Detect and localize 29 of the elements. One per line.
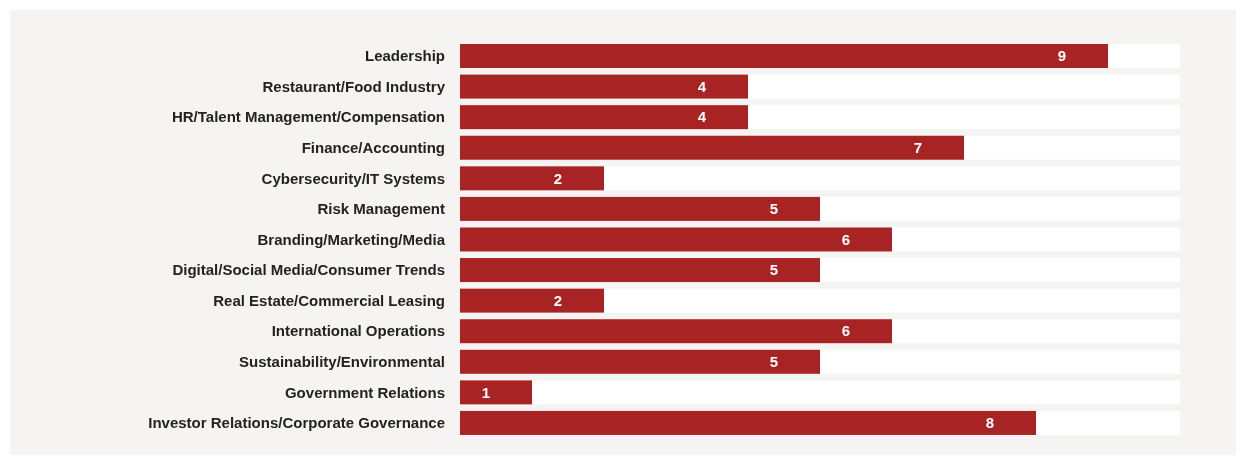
- bar: [460, 380, 532, 405]
- y-tick-label: Risk Management: [317, 200, 445, 218]
- data-label: 4: [697, 108, 707, 126]
- data-label: 5: [769, 261, 779, 279]
- y-tick-label: International Operations: [271, 322, 445, 340]
- y-tick-label: Restaurant/Food Industry: [262, 77, 446, 95]
- y-tick-label: Leadership: [364, 47, 445, 65]
- data-label: 4: [697, 77, 707, 95]
- y-tick-label: Government Relations: [284, 383, 445, 401]
- data-label: 7: [913, 138, 923, 156]
- data-label: 6: [841, 322, 851, 340]
- y-tick-label: Digital/Social Media/Consumer Trends: [172, 261, 445, 279]
- y-tick-label: Sustainability/Environmental: [239, 353, 445, 371]
- y-tick-label: Branding/Marketing/Media: [257, 230, 446, 248]
- data-label: 2: [553, 169, 563, 187]
- y-tick-label: Finance/Accounting: [301, 138, 445, 156]
- y-tick-label: Investor Relations/Corporate Governance: [148, 414, 445, 432]
- y-tick-label: Real Estate/Commercial Leasing: [213, 291, 445, 309]
- data-label: 6: [841, 230, 851, 248]
- y-tick-label: HR/Talent Management/Compensation: [171, 108, 445, 126]
- data-label: 5: [769, 353, 779, 371]
- data-label: 8: [985, 414, 995, 432]
- data-label: 1: [481, 383, 491, 401]
- data-label: 5: [769, 200, 779, 218]
- y-tick-label: Cybersecurity/IT Systems: [261, 169, 445, 187]
- bar: [460, 288, 604, 313]
- data-label: 2: [553, 291, 563, 309]
- bar: [460, 166, 604, 191]
- data-label: 9: [1057, 47, 1067, 65]
